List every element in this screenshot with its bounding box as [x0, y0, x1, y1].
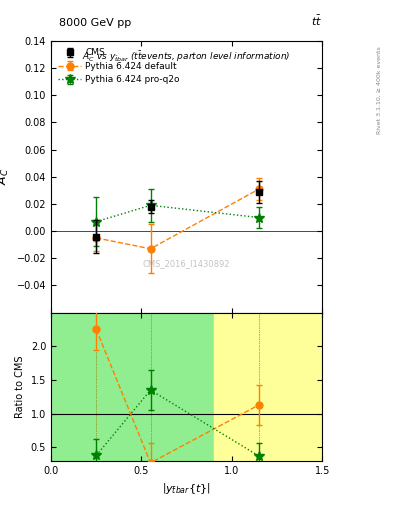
- Text: CMS_2016_I1430892: CMS_2016_I1430892: [143, 259, 230, 268]
- Text: $t\bar{t}$: $t\bar{t}$: [311, 14, 322, 28]
- Bar: [51, 313, 322, 461]
- X-axis label: $\left|y_{\bar{t}bar}\{t\}\right|$: $\left|y_{\bar{t}bar}\{t\}\right|$: [162, 481, 211, 496]
- Legend: CMS, Pythia 6.424 default, Pythia 6.424 pro-q2o: CMS, Pythia 6.424 default, Pythia 6.424 …: [55, 46, 183, 87]
- Text: $A_C$ vs $y_{\bar{t}bar}$ ($t\bar{t}$events, parton level information): $A_C$ vs $y_{\bar{t}bar}$ ($t\bar{t}$eve…: [83, 49, 291, 64]
- Y-axis label: Ratio to CMS: Ratio to CMS: [15, 355, 25, 418]
- Bar: [214, 313, 322, 461]
- Y-axis label: $A_C$: $A_C$: [0, 168, 11, 185]
- Text: Rivet 3.1.10, ≥ 400k events: Rivet 3.1.10, ≥ 400k events: [377, 47, 382, 134]
- Text: 8000 GeV pp: 8000 GeV pp: [59, 18, 131, 28]
